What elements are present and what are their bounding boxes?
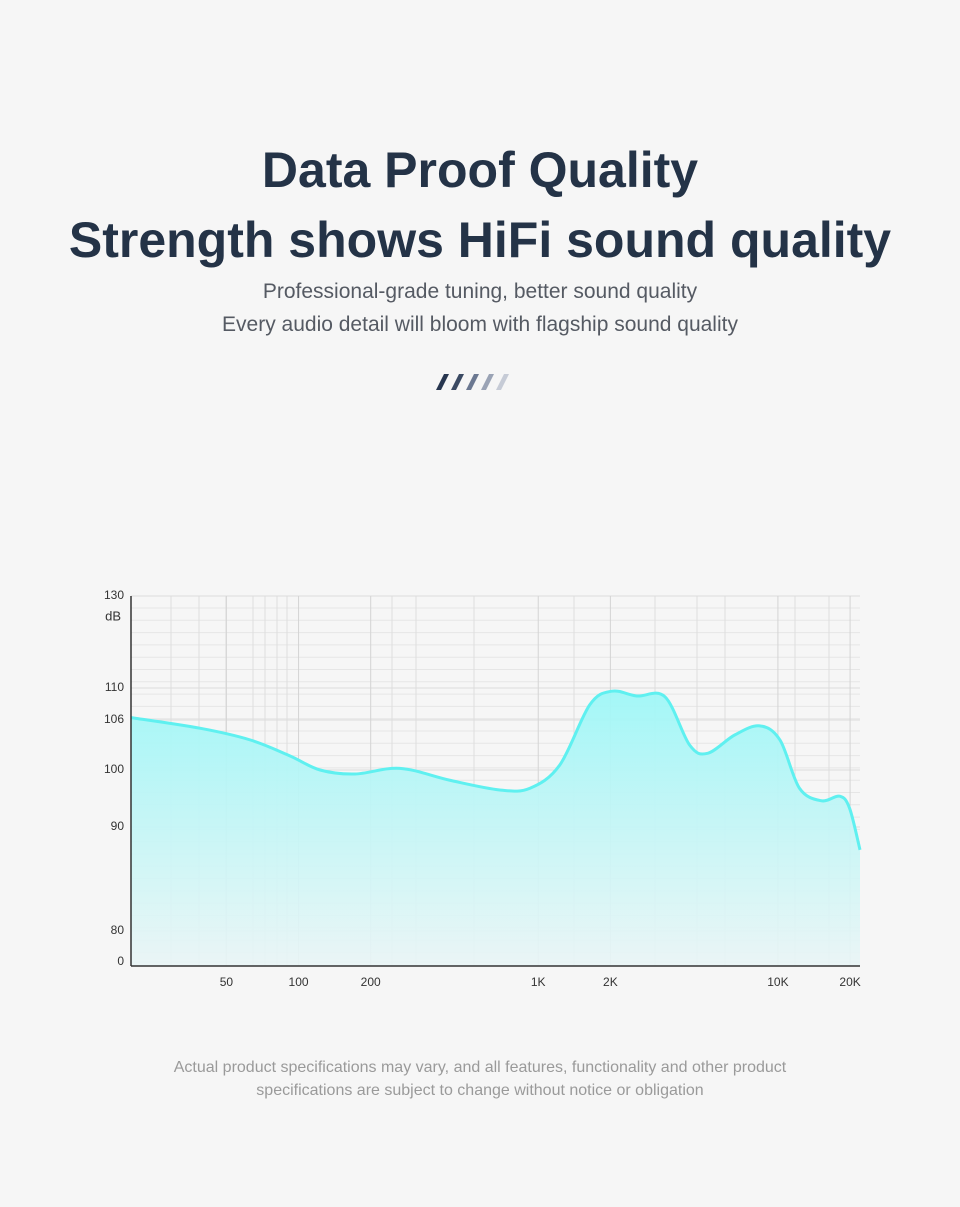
y-tick-label: 106 <box>104 712 124 726</box>
area-fill <box>131 690 860 966</box>
curve-line <box>130 689 862 851</box>
x-tick-label: 10K <box>767 975 788 989</box>
x-tick-label: 1K <box>531 975 546 989</box>
disclaimer: Actual product specifications may vary, … <box>173 1059 787 1076</box>
chart: dB 0 80 90 100 106 110 130 50 100 200 1K 2K 10K 20K <box>104 588 862 989</box>
title: Strength shows HiFi sound quality <box>68 212 892 268</box>
x-tick-label: 2K <box>603 975 618 989</box>
x-tick-label: 100 <box>289 975 309 989</box>
y-tick-label: 90 <box>111 819 125 833</box>
x-tick-label: 200 <box>361 975 381 989</box>
y-tick-label: 130 <box>104 588 124 602</box>
slash <box>466 374 479 390</box>
title: Data Proof Quality <box>261 142 699 198</box>
x-tick-label: 20K <box>839 975 860 989</box>
subtitle: Every audio detail will bloom with flags… <box>222 313 738 336</box>
slash <box>481 374 494 390</box>
y-tick-label: 110 <box>105 680 124 694</box>
y-tick-label: 0 <box>117 954 124 968</box>
slash <box>436 374 449 390</box>
slash <box>496 374 509 390</box>
y-tick-label: 80 <box>111 923 125 937</box>
x-tick-label: 50 <box>220 975 234 989</box>
subtitle: Professional-grade tuning, better sound … <box>262 280 698 303</box>
decoration <box>436 374 509 390</box>
y-tick-label: 100 <box>104 762 124 776</box>
y-axis-label: dB <box>105 608 121 623</box>
disclaimer: specifications are subject to change wit… <box>256 1082 704 1099</box>
slash <box>451 374 464 390</box>
